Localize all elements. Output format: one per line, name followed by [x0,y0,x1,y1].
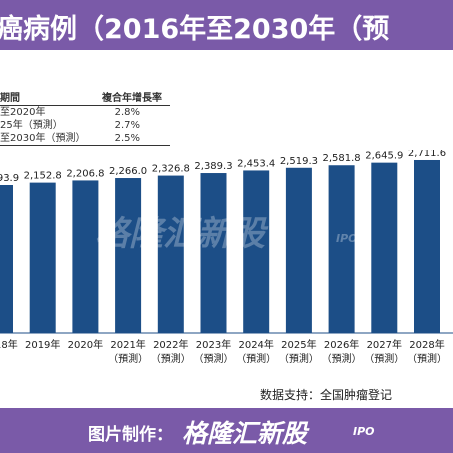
bar-value-label: 2,266.0 [109,166,147,177]
category-label: 2018年 [0,338,18,351]
category-label: 2028年 [409,338,444,351]
bar-value-label: 2,152.8 [24,171,62,182]
bar-value-label: 2,581.8 [323,153,361,164]
footer-label: 图片制作： [88,425,173,445]
cagr-period: 至2020年 [0,107,46,118]
chart-title: 癌病例（2016年至2030年（预 [0,14,390,45]
cagr-table: 期間 複合年增長率 至2020年 2.8% 25年（預測） 2.7% 至2030… [0,92,170,146]
bar [72,180,99,333]
cagr-row: 至2020年 2.8% [0,106,170,119]
bar [200,173,227,333]
bar [414,159,440,333]
bar [285,167,312,333]
bar [371,162,398,333]
bar [243,170,270,333]
category-label-forecast: （預測） [364,352,404,365]
cagr-period: 至2030年（預測） [0,133,86,144]
bar [157,175,184,333]
category-label-forecast: （預測） [279,352,319,365]
category-label: 2023年 [196,338,231,351]
bar-value-label: 2,206.8 [66,168,104,179]
category-label: 2021年 [110,338,145,351]
cagr-header-period: 期間 [0,93,20,104]
cagr-period: 25年（預測） [0,120,63,131]
bar-value-label: 2,389.3 [194,161,232,172]
category-label: 2027年 [367,338,402,351]
cagr-rate: 2.5% [114,133,140,144]
bar-value-label: 2,093.9 [0,173,19,184]
footer-banner: 图片制作： 格隆汇新股 IPO [0,408,453,453]
category-label: 2024年 [238,338,273,351]
cagr-rate: 2.8% [114,107,140,118]
bar-value-label: 2,519.3 [280,156,318,167]
category-label: 2026年 [324,338,359,351]
bar [328,165,355,333]
cagr-header-rate: 複合年增長率 [102,93,162,104]
bar [115,178,142,333]
category-label-forecast: （預測） [236,352,276,365]
bar [0,185,13,333]
bar [29,182,56,333]
category-label: 2025年 [281,338,316,351]
cagr-row: 至2030年（預測） 2.5% [0,132,170,146]
bar-value-label: 2,326.8 [152,164,190,175]
category-label-forecast: （預測） [194,352,234,365]
category-label: 2019年 [25,338,60,351]
category-label-forecast: （預測） [151,352,191,365]
category-label-forecast: （預測） [108,352,148,365]
category-label-forecast: （預測） [407,352,447,365]
bar-chart: 2,093.9 2018年 2,152.8 2019年 2,206.8 2020年 2,26… [0,150,453,365]
bar-value-label: 2,645.9 [365,151,403,162]
footer-brand-suffix: IPO [353,425,375,438]
category-label-forecast: （預測） [322,352,362,365]
bar-value-label: 2,453.4 [237,158,275,169]
cagr-header: 期間 複合年增長率 [0,92,170,106]
source-note: 数据支持：全国肿瘤登记 [260,388,393,402]
cagr-rate: 2.7% [114,120,140,131]
category-label: 2020年 [68,338,103,351]
bar-value-label: 2,711.6 [408,150,446,159]
category-label: 2022年 [153,338,188,351]
title-banner: 癌病例（2016年至2030年（预 [0,0,453,50]
cagr-row: 25年（預測） 2.7% [0,119,170,132]
footer-brand: 格隆汇新股 [182,419,308,448]
